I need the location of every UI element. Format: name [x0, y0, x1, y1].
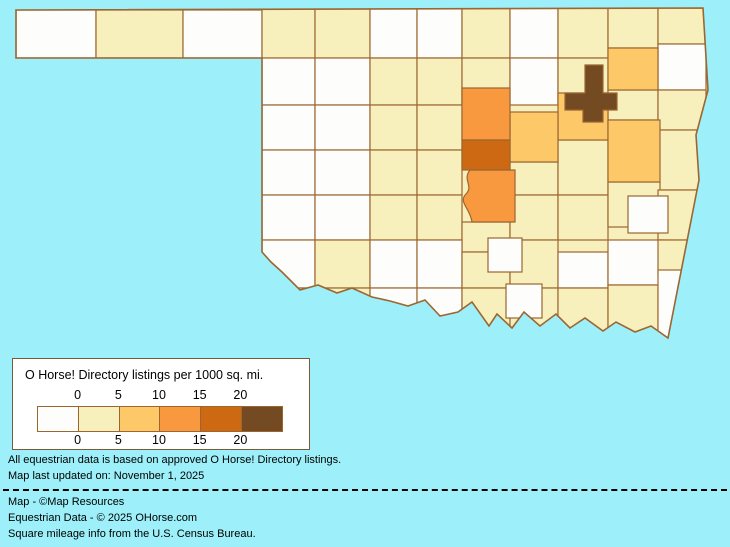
county-shape — [369, 194, 418, 241]
legend-tick-label: 0 — [74, 433, 82, 447]
legend-tick-label: 15 — [192, 433, 207, 447]
legend-tick-label: 0 — [74, 388, 82, 402]
county-shape — [509, 57, 559, 106]
legend-tick-label: 20 — [233, 433, 248, 447]
last-updated-note: Map last updated on: November 1, 2025 — [8, 470, 205, 482]
legend-color-scale — [37, 406, 283, 432]
county-shape — [369, 239, 418, 289]
county-shape — [416, 239, 463, 289]
county-shape — [369, 104, 418, 151]
data-source-note: All equestrian data is based on approved… — [8, 454, 342, 466]
county-shape-cleveland — [462, 169, 516, 223]
legend-swatch-dark_brown — [242, 407, 282, 431]
county-shape — [314, 239, 371, 289]
county-shape — [314, 57, 371, 106]
county-shape — [607, 8, 659, 49]
county-shape — [261, 239, 316, 289]
county-shape — [369, 287, 418, 338]
county-shape — [461, 8, 511, 59]
state-outline — [15, 7, 709, 340]
county-shape — [557, 139, 609, 196]
county-shape-tulsa — [564, 64, 618, 123]
county-shape — [416, 8, 463, 59]
legend-ticks-top: 0 5 10 15 20 — [13, 388, 309, 403]
county-shape — [182, 9, 263, 59]
county-shape — [261, 57, 316, 106]
legend-box: O Horse! Directory listings per 1000 sq.… — [12, 358, 310, 450]
legend-tick-label: 10 — [152, 388, 166, 402]
county-shape — [416, 57, 463, 106]
legend-ticks-bottom: 0 5 10 15 20 — [13, 433, 309, 448]
county-shape — [509, 194, 559, 241]
county-shapes-group — [16, 8, 708, 338]
county-shape — [607, 47, 659, 91]
county-shape — [657, 269, 707, 338]
county-shape — [314, 287, 371, 338]
dashed-separator — [3, 489, 727, 491]
legend-swatch-golden — [119, 407, 161, 431]
county-shape — [657, 8, 707, 45]
county-shape — [261, 194, 316, 241]
county-shape — [261, 287, 316, 338]
legend-tick-label: 5 — [114, 433, 122, 447]
county-shape — [607, 119, 661, 183]
county-shape — [557, 194, 609, 241]
county-shape — [95, 9, 184, 59]
legend-tick-label: 5 — [114, 388, 122, 402]
county-shape — [314, 194, 371, 241]
county-shape — [509, 8, 559, 59]
county-shape — [314, 149, 371, 196]
census-credit: Square mileage info from the U.S. Census… — [8, 528, 256, 540]
legend-swatch-orange — [160, 407, 202, 431]
county-shape — [369, 8, 418, 59]
county-shape — [416, 149, 463, 196]
legend-tick-label: 10 — [152, 433, 166, 447]
legend-swatch-white — [38, 407, 79, 431]
equestrian-data-credit: Equestrian Data - © 2025 OHorse.com — [8, 512, 198, 524]
county-shape — [557, 8, 609, 59]
legend-tick-label: 20 — [233, 388, 248, 402]
county-shape — [607, 239, 664, 286]
county-shape — [314, 104, 371, 151]
county-shape — [314, 8, 371, 59]
county-shape — [261, 8, 316, 59]
county-shape — [416, 104, 463, 151]
oklahoma-county-map — [15, 7, 709, 340]
legend-swatch-pale — [78, 407, 120, 431]
county-shape — [369, 149, 418, 196]
legend-title: O Horse! Directory listings per 1000 sq.… — [25, 368, 264, 382]
county-shape — [369, 57, 418, 106]
county-shape — [509, 111, 559, 163]
county-shape — [487, 237, 523, 273]
county-shape — [261, 149, 316, 196]
county-shape — [16, 9, 97, 59]
county-shape — [461, 87, 511, 141]
legend-tick-label: 15 — [192, 388, 207, 402]
county-shape — [509, 161, 559, 196]
county-shape — [557, 287, 609, 338]
county-shape — [416, 194, 463, 241]
county-shape — [657, 43, 707, 91]
county-shape — [461, 287, 511, 338]
map-credit: Map - ©Map Resources — [8, 496, 125, 508]
county-shape — [627, 195, 669, 234]
county-shape — [261, 104, 316, 151]
county-shape — [607, 284, 659, 338]
county-shape — [557, 251, 609, 289]
county-shape — [461, 139, 511, 171]
legend-swatch-dark_orange — [201, 407, 243, 431]
